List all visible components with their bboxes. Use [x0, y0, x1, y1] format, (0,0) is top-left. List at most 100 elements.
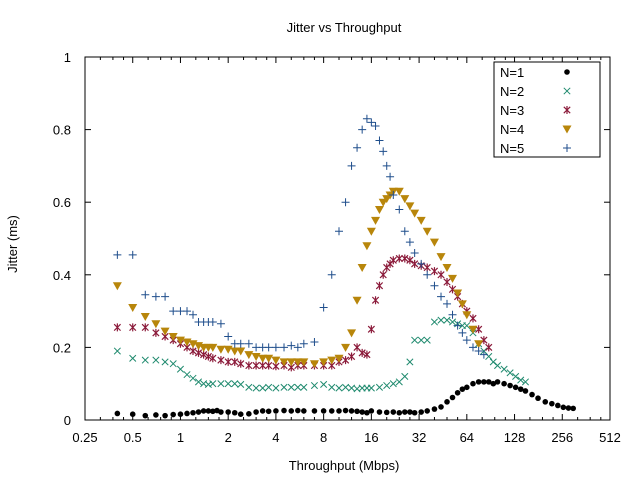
data-point — [405, 238, 414, 247]
data-point — [280, 343, 289, 352]
data-point — [448, 310, 457, 319]
data-point — [475, 379, 482, 385]
data-point — [184, 410, 190, 417]
data-point — [354, 408, 360, 415]
data-point — [319, 358, 329, 367]
data-point — [258, 354, 268, 363]
data-point — [342, 383, 350, 391]
data-point — [183, 307, 192, 316]
data-point — [371, 216, 381, 225]
data-point — [217, 380, 225, 388]
data-point — [389, 380, 397, 388]
x-tick-label: 256 — [551, 430, 573, 445]
data-point — [160, 327, 170, 336]
data-point — [507, 382, 513, 389]
data-point — [444, 399, 450, 405]
data-point — [252, 384, 260, 392]
data-point — [113, 347, 121, 355]
x-tick-label: 16 — [364, 430, 378, 445]
data-point — [299, 358, 309, 367]
data-point — [371, 296, 380, 305]
data-point — [468, 343, 477, 352]
data-point — [265, 408, 272, 415]
data-point — [259, 408, 266, 414]
data-point — [400, 195, 410, 204]
data-point — [341, 356, 350, 365]
data-point — [358, 348, 366, 357]
data-point — [112, 282, 122, 291]
data-point — [406, 358, 414, 366]
data-point — [265, 361, 273, 370]
data-point — [358, 125, 367, 134]
data-point — [517, 376, 525, 384]
data-point — [113, 323, 121, 332]
data-point — [363, 350, 371, 359]
y-tick-label: 0.8 — [53, 123, 71, 138]
data-point — [560, 404, 567, 411]
data-point — [555, 402, 561, 409]
data-point — [327, 270, 336, 279]
data-point — [286, 358, 296, 367]
legend-label: N=2 — [500, 84, 524, 99]
data-point — [357, 264, 367, 273]
data-point — [236, 347, 246, 356]
data-point — [114, 410, 121, 417]
data-point — [347, 161, 356, 170]
plot-frame — [84, 56, 611, 421]
x-tick-label: 4 — [272, 430, 279, 445]
data-point — [299, 339, 308, 348]
data-point — [128, 303, 138, 312]
data-point — [375, 383, 384, 391]
data-point — [459, 386, 466, 392]
data-point — [449, 394, 456, 401]
data-point — [469, 314, 477, 323]
data-point — [490, 380, 497, 387]
data-point — [462, 336, 471, 345]
data-point — [462, 311, 472, 320]
data-point — [494, 379, 501, 385]
data-point — [485, 343, 493, 352]
data-point — [189, 374, 197, 382]
data-point — [367, 325, 375, 334]
data-point — [336, 408, 342, 414]
data-point — [309, 360, 319, 369]
data-point — [225, 409, 231, 415]
x-tick-label: 8 — [320, 430, 327, 445]
data-point — [271, 356, 281, 365]
legend-label: N=5 — [500, 141, 524, 156]
legend-marker — [563, 87, 571, 95]
data-point — [272, 384, 280, 392]
data-point — [464, 384, 470, 391]
data-point — [152, 356, 160, 364]
data-point — [281, 407, 287, 414]
data-point — [152, 328, 160, 337]
data-point — [169, 360, 177, 368]
legend-label: N=1 — [500, 65, 524, 80]
data-point — [437, 292, 446, 301]
data-point — [522, 388, 529, 394]
data-point — [417, 336, 425, 344]
data-point — [287, 341, 296, 350]
data-point — [347, 329, 357, 338]
data-point — [479, 350, 488, 359]
data-point — [383, 381, 391, 390]
x-axis: 0.25 0.5 1 2 4 8 16 32 64 128 256 512 — [72, 57, 621, 445]
data-point — [224, 332, 233, 341]
data-point — [376, 409, 383, 415]
data-point — [364, 409, 370, 416]
data-point — [230, 347, 240, 356]
data-point — [348, 408, 355, 414]
data-point — [209, 380, 217, 388]
data-point — [500, 365, 508, 373]
y-tick-label: 0 — [64, 413, 71, 428]
data-point — [341, 343, 351, 352]
data-point — [231, 380, 239, 388]
data-point — [423, 263, 431, 272]
data-point — [395, 205, 404, 214]
data-point — [371, 121, 380, 130]
data-point — [161, 292, 170, 301]
data-point — [422, 227, 432, 236]
data-point — [423, 270, 432, 279]
y-tick-label: 0.2 — [53, 340, 71, 355]
data-point — [390, 409, 397, 415]
